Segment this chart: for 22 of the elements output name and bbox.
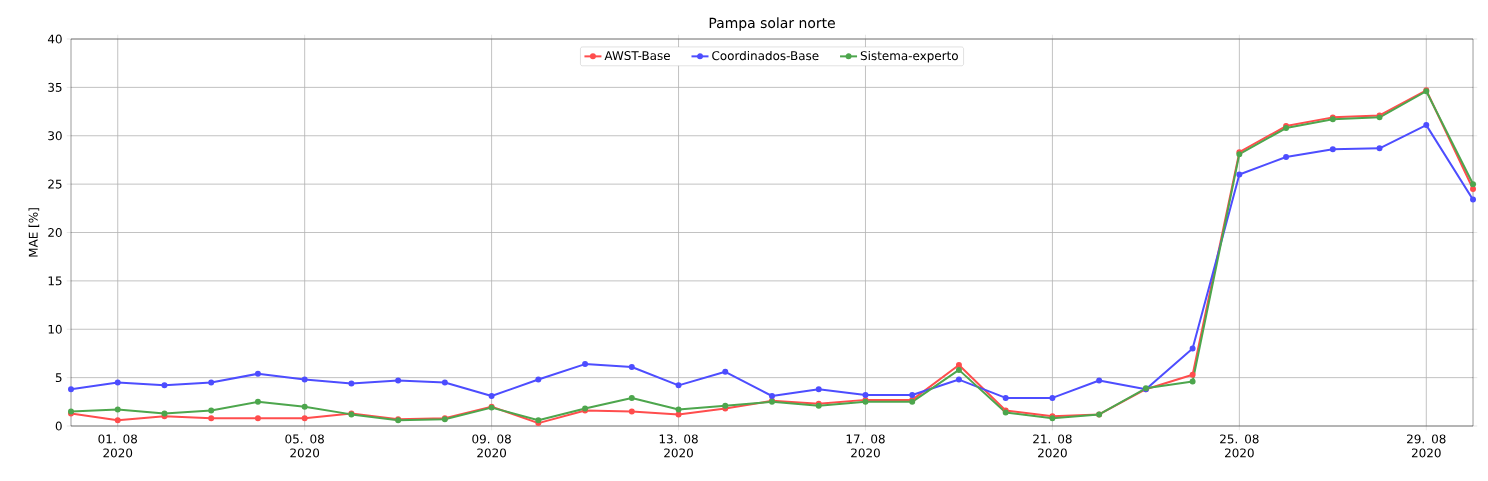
y-tick-label: 35 (48, 82, 62, 92)
x-tick-label: 25. 08 2020 (1220, 434, 1259, 458)
y-tick-label: 0 (55, 421, 62, 431)
y-tick-label: 10 (48, 324, 62, 334)
y-tick-label: 5 (55, 373, 62, 383)
y-tick-label: 15 (48, 276, 62, 286)
legend-label: AWST-Base (604, 51, 670, 61)
y-tick-label: 25 (48, 179, 62, 189)
y-tick-label: 30 (48, 131, 62, 141)
y-tick-label: 40 (47, 34, 62, 44)
x-tick-label: 21. 08 2020 (1033, 434, 1072, 458)
legend-label: Coordinados-Base (712, 50, 819, 61)
chart-title: Pampa solar norte (709, 17, 835, 31)
legend-label: Sistema-experto (860, 50, 958, 63)
x-tick-label: 17. 08 2020 (846, 434, 885, 458)
x-tick-label: 09. 08 2020 (472, 434, 511, 458)
x-tick-label: 29. 08 2020 (1407, 434, 1446, 458)
y-tick-label: 20 (48, 227, 62, 238)
y-axis-title: MAE [%] (28, 208, 40, 257)
x-tick-label: 01. 08 2020 (98, 434, 137, 458)
x-tick-label: 05. 08 2020 (285, 434, 324, 458)
x-tick-label: 13. 08 2020 (659, 434, 698, 458)
